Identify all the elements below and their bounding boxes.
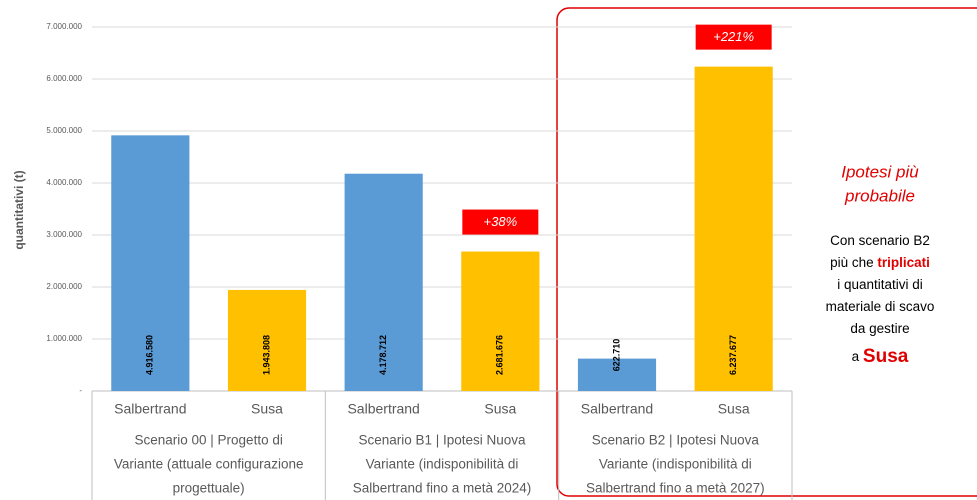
group-label: Variante (indisponibilità di bbox=[599, 457, 752, 472]
value-label: 1.943.808 bbox=[261, 335, 271, 375]
bar bbox=[461, 251, 540, 391]
note-text: Susa bbox=[863, 346, 909, 367]
bar bbox=[111, 135, 190, 391]
x-tick-label: Salbertrand bbox=[347, 401, 419, 417]
x-tick-label: Susa bbox=[484, 401, 516, 417]
value-label: 6.237.677 bbox=[728, 335, 738, 375]
annotation-box bbox=[462, 209, 539, 235]
group-label: Scenario B1 | Ipotesi Nuova bbox=[358, 433, 526, 448]
highlight-box bbox=[556, 7, 977, 497]
y-tick-label: 6.000.000 bbox=[46, 74, 82, 83]
value-label: 2.681.676 bbox=[495, 335, 505, 375]
group-label: Scenario B2 | Ipotesi Nuova bbox=[592, 433, 760, 448]
value-label: 4.916.580 bbox=[145, 335, 155, 375]
bar bbox=[344, 173, 423, 391]
note-text: da gestire bbox=[850, 321, 909, 336]
x-tick-label: Susa bbox=[718, 401, 750, 417]
x-tick-label: Susa bbox=[251, 401, 283, 417]
note-line: a Susa bbox=[852, 346, 909, 367]
y-tick-label: 4.000.000 bbox=[46, 178, 82, 187]
note-title: probabile bbox=[844, 186, 915, 205]
group-label: Scenario 00 | Progetto di bbox=[134, 433, 282, 448]
group-label: Salbertrand fino a metà 2027) bbox=[586, 481, 765, 496]
group-label: Variante (attuale configurazione bbox=[114, 457, 304, 472]
note-text: i quantitativi di bbox=[837, 277, 923, 292]
note-line: più che triplicati bbox=[830, 255, 930, 270]
group-label: Salbertrand fino a metà 2024) bbox=[353, 481, 532, 496]
annotation-box bbox=[695, 24, 772, 50]
note-text: triplicati bbox=[877, 255, 930, 270]
note-text: più che bbox=[830, 255, 877, 270]
y-axis-title: quantitativi (t) bbox=[12, 170, 26, 249]
value-label: 4.178.712 bbox=[378, 335, 388, 375]
note-line: materiale di scavo bbox=[826, 299, 935, 314]
y-tick-label: 2.000.000 bbox=[46, 282, 82, 291]
note-line: i quantitativi di bbox=[837, 277, 923, 292]
y-tick-label: 7.000.000 bbox=[46, 22, 82, 31]
y-tick-label: 1.000.000 bbox=[46, 334, 82, 343]
annotation: +221% bbox=[713, 29, 754, 44]
annotation: +38% bbox=[484, 214, 518, 229]
note-text: Con scenario B2 bbox=[830, 233, 930, 248]
bar bbox=[694, 66, 773, 391]
y-tick-label: 3.000.000 bbox=[46, 230, 82, 239]
x-tick-label: Salbertrand bbox=[114, 401, 186, 417]
bar bbox=[577, 358, 657, 391]
group-label: progettuale) bbox=[173, 481, 245, 496]
group-label: Variante (indisponibilità di bbox=[366, 457, 519, 472]
y-tick-label: 5.000.000 bbox=[46, 126, 82, 135]
note-text: a bbox=[852, 349, 863, 364]
y-tick-label: - bbox=[79, 386, 82, 395]
note-title: Ipotesi più bbox=[841, 162, 919, 181]
x-tick-label: Salbertrand bbox=[581, 401, 653, 417]
note-line: da gestire bbox=[850, 321, 909, 336]
note-text: materiale di scavo bbox=[826, 299, 935, 314]
value-label: 622.710 bbox=[611, 339, 621, 372]
note-line: Con scenario B2 bbox=[830, 233, 930, 248]
bar bbox=[227, 289, 307, 391]
